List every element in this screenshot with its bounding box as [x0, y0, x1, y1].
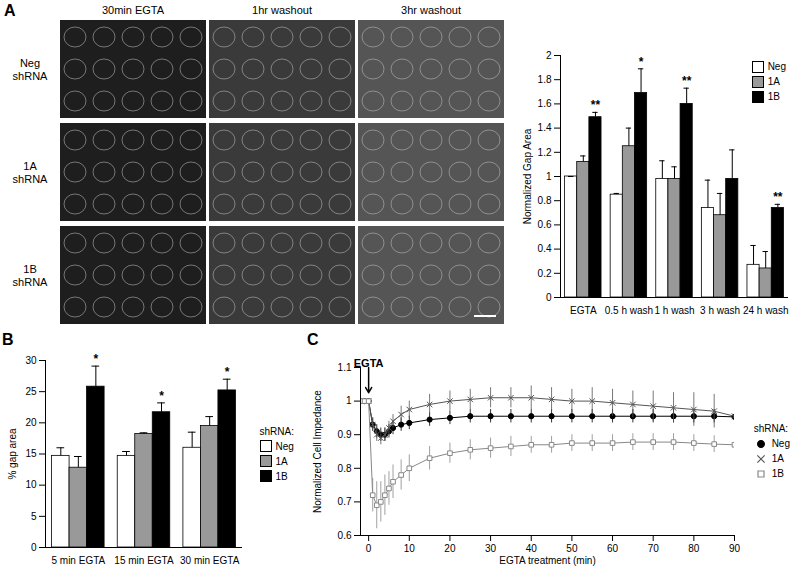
- svg-text:1hr washout: 1hr washout: [252, 4, 312, 16]
- html-text:1A: 1A: [767, 76, 780, 87]
- svg-text:3hr washout: 3hr washout: [401, 4, 461, 16]
- svg-text:2: 2: [546, 50, 552, 61]
- svg-text:1: 1: [546, 171, 552, 182]
- svg-text:**: **: [773, 190, 783, 204]
- svg-text:*: *: [639, 55, 644, 69]
- html-text:Neg: Neg: [275, 440, 294, 452]
- svg-text:EGTA: EGTA: [570, 305, 597, 316]
- svg-text:0: 0: [546, 292, 552, 303]
- svg-text:90: 90: [729, 543, 741, 554]
- svg-text:1.1: 1.1: [338, 362, 352, 373]
- svg-text:30 min EGTA: 30 min EGTA: [180, 555, 240, 566]
- svg-text:5 min EGTA: 5 min EGTA: [51, 555, 105, 566]
- svg-text:% gap area: % gap area: [7, 428, 18, 480]
- svg-text:0: 0: [31, 542, 37, 553]
- svg-text:shRNA: shRNA: [13, 173, 49, 185]
- svg-text:1.4: 1.4: [538, 122, 552, 133]
- svg-text:0.6: 0.6: [338, 530, 352, 541]
- svg-text:1.6: 1.6: [538, 98, 552, 109]
- svg-text:**: **: [682, 74, 692, 88]
- svg-text:30min EGTA: 30min EGTA: [102, 4, 165, 16]
- svg-text:1.8: 1.8: [538, 74, 552, 85]
- svg-text:0: 0: [366, 543, 372, 554]
- svg-text:80: 80: [688, 543, 700, 554]
- html-text:A: A: [4, 2, 16, 19]
- svg-text:25: 25: [25, 386, 37, 397]
- svg-text:0.4: 0.4: [538, 243, 552, 254]
- svg-text:**: **: [591, 98, 601, 112]
- svg-text:24 h wash: 24 h wash: [743, 305, 789, 316]
- svg-text:30: 30: [25, 355, 37, 366]
- svg-text:*: *: [159, 389, 164, 403]
- svg-text:EGTA treatment (min): EGTA treatment (min): [499, 555, 596, 566]
- svg-text:1B: 1B: [23, 263, 36, 275]
- svg-text:10: 10: [404, 543, 416, 554]
- html-text:1B: 1B: [767, 91, 780, 102]
- svg-text:Normalized Gap Area: Normalized Gap Area: [522, 128, 533, 224]
- svg-text:10: 10: [25, 479, 37, 490]
- html-text:shRNA:: shRNA:: [753, 423, 789, 434]
- html-text:C: C: [307, 331, 319, 348]
- html-text:Neg: Neg: [767, 61, 786, 72]
- svg-text:0.7: 0.7: [338, 496, 352, 507]
- svg-text:0.6: 0.6: [538, 219, 552, 230]
- svg-text:0.8: 0.8: [338, 463, 352, 474]
- html-text:B: B: [2, 331, 14, 348]
- html-text:1B: 1B: [275, 470, 288, 482]
- svg-text:0.2: 0.2: [538, 268, 552, 279]
- svg-text:1A: 1A: [23, 160, 37, 172]
- svg-text:70: 70: [648, 543, 660, 554]
- svg-text:3 h wash: 3 h wash: [700, 305, 740, 316]
- svg-text:*: *: [94, 352, 99, 366]
- svg-text:20: 20: [25, 417, 37, 428]
- svg-text:Normalized Cell Impedance: Normalized Cell Impedance: [312, 390, 323, 513]
- svg-text:shRNA: shRNA: [13, 70, 49, 82]
- svg-text:0.5 h wash: 0.5 h wash: [605, 305, 653, 316]
- html-text:1B: 1B: [771, 468, 784, 479]
- svg-text:15 min EGTA: 15 min EGTA: [114, 555, 174, 566]
- svg-text:40: 40: [526, 543, 538, 554]
- svg-text:*: *: [225, 365, 230, 379]
- svg-text:0.8: 0.8: [538, 195, 552, 206]
- html-text:1A: 1A: [771, 453, 784, 464]
- html-text:Neg: Neg: [771, 438, 790, 449]
- svg-text:1: 1: [346, 395, 352, 406]
- svg-text:shRNA: shRNA: [13, 276, 49, 288]
- svg-text:15: 15: [25, 448, 37, 459]
- html-text:1A: 1A: [275, 455, 288, 467]
- svg-text:1.2: 1.2: [538, 147, 552, 158]
- svg-text:60: 60: [607, 543, 619, 554]
- svg-text:1 h wash: 1 h wash: [654, 305, 694, 316]
- svg-text:50: 50: [566, 543, 578, 554]
- svg-text:Neg: Neg: [20, 57, 40, 69]
- svg-text:EGTA: EGTA: [354, 357, 384, 369]
- html-text:shRNA:: shRNA:: [259, 425, 294, 437]
- svg-text:0.9: 0.9: [338, 429, 352, 440]
- svg-text:20: 20: [444, 543, 456, 554]
- svg-text:30: 30: [485, 543, 497, 554]
- svg-text:5: 5: [31, 511, 37, 522]
